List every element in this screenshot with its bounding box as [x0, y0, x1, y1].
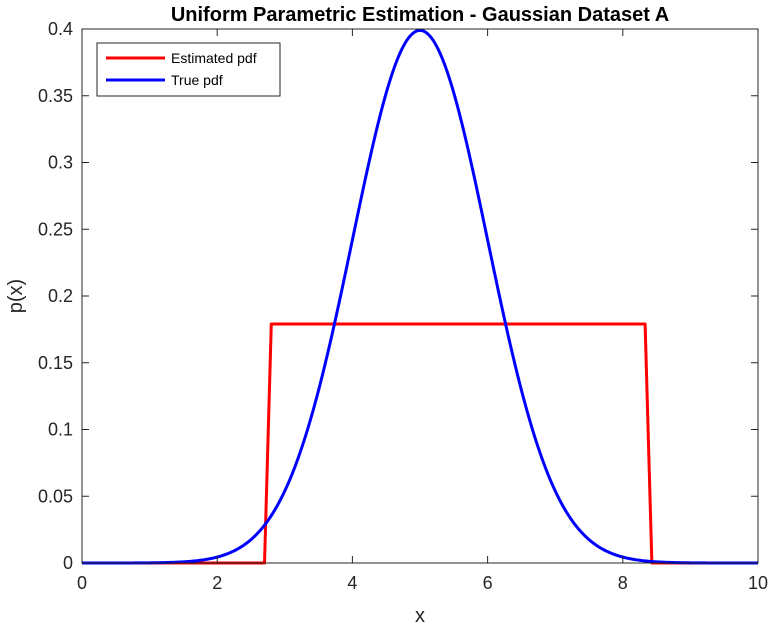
series-line-true-pdf [82, 28, 758, 565]
y-tick-label: 0.35 [38, 86, 73, 106]
y-tick-label: 0.4 [48, 19, 73, 39]
x-tick-label: 10 [748, 573, 768, 593]
legend: Estimated pdf True pdf [96, 42, 281, 97]
y-axis: 0 0.05 0.1 0.15 0.2 0.25 0.3 0.35 0.4 [38, 19, 758, 573]
y-tick-label: 0.2 [48, 286, 73, 306]
legend-box [96, 42, 281, 97]
y-tick-label: 0.15 [38, 353, 73, 373]
x-tick-label: 4 [347, 573, 357, 593]
x-axis-title: x [415, 605, 425, 625]
y-tick-label: 0.25 [38, 219, 73, 239]
y-tick-label: 0 [63, 553, 73, 573]
x-tick-label: 2 [212, 573, 222, 593]
plot-area [81, 28, 759, 565]
y-axis-title: p(x) [5, 279, 27, 313]
x-tick-label: 8 [618, 573, 628, 593]
chart-title: Uniform Parametric Estimation - Gaussian… [171, 4, 669, 26]
legend-label: Estimated pdf [171, 50, 257, 66]
y-tick-label: 0.1 [48, 420, 73, 440]
y-tick-label: 0.3 [48, 153, 73, 173]
y-tick-label: 0.05 [38, 486, 73, 506]
x-tick-label: 6 [483, 573, 493, 593]
x-tick-label: 0 [77, 573, 87, 593]
plot-background [82, 29, 758, 563]
x-axis: 0 2 4 6 8 10 [77, 29, 768, 593]
legend-label: True pdf [171, 72, 223, 88]
